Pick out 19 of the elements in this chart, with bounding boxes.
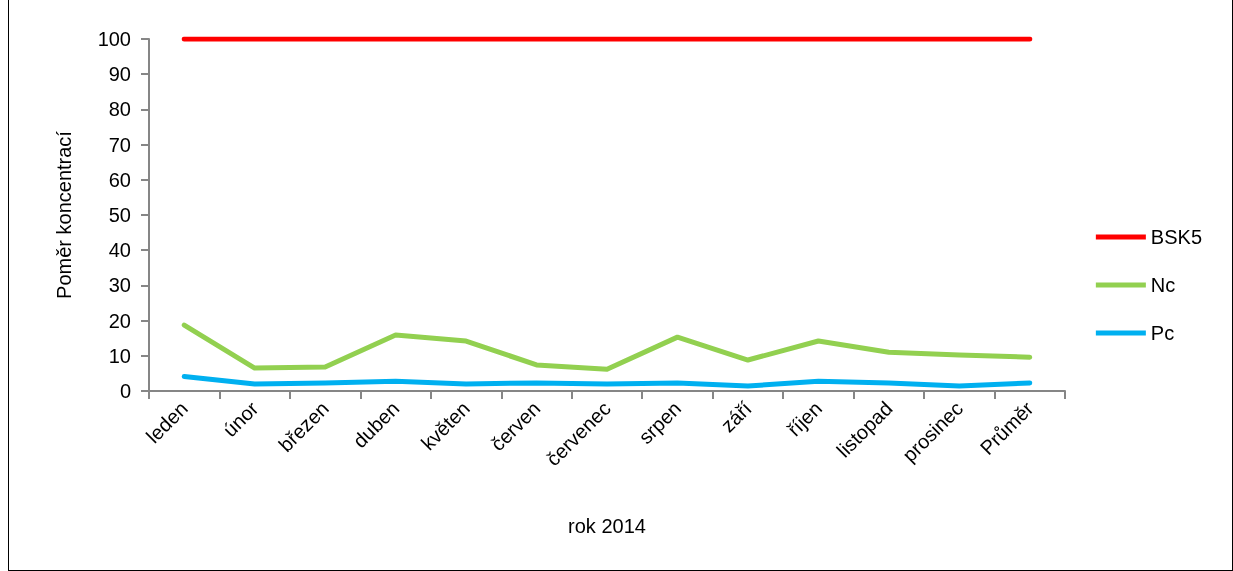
y-axis-title: Poměr koncentrací (53, 130, 75, 299)
y-tick-label: 90 (108, 63, 131, 86)
y-tick-label: 100 (97, 28, 131, 50)
legend-label: BSK5 (1150, 226, 1203, 248)
y-tick-label: 50 (108, 204, 131, 226)
y-tick-label: 0 (119, 380, 131, 402)
y-tick-label: 40 (108, 239, 131, 262)
y-tick-label: 20 (108, 309, 131, 332)
x-tick-label: říjen (783, 397, 827, 441)
y-tick-label: 60 (108, 168, 131, 191)
y-tick-label: 10 (108, 344, 131, 367)
x-tick-label: září (716, 396, 757, 437)
y-tick-label: 30 (108, 274, 131, 297)
y-tick-label: 80 (108, 98, 131, 121)
legend-label: Nc (1150, 274, 1176, 296)
x-tick-label: únor (218, 396, 263, 442)
x-axis-title: rok 2014 (568, 515, 646, 537)
y-tick-label: 70 (108, 133, 131, 156)
legend-label: Pc (1150, 322, 1175, 344)
